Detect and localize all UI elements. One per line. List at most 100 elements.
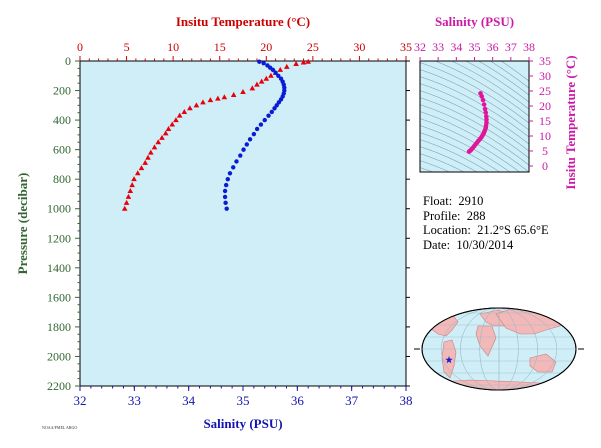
float-value: 2910	[458, 194, 484, 208]
date-line: Date: 10/30/2014	[423, 238, 549, 253]
temp-tick-label: 10	[167, 40, 179, 54]
salinity-point	[244, 142, 250, 147]
temperature-point	[207, 97, 214, 103]
density-contour	[420, 160, 451, 172]
density-contour	[489, 61, 529, 89]
ts-point	[466, 149, 472, 154]
ts-temp-tick-label: 20	[539, 99, 551, 113]
density-contour	[420, 153, 465, 172]
ts-temp-tick-label: 35	[539, 54, 551, 68]
salinity-point	[251, 131, 257, 137]
pressure-tick-label: 400	[53, 113, 71, 127]
temperature-point	[145, 154, 151, 160]
temp-axis-title: Insitu Temperature (°C)	[176, 14, 310, 29]
ts-sal-tick-label: 38	[523, 40, 535, 54]
ts-point	[481, 102, 487, 107]
salinity-point	[222, 188, 228, 194]
location-label: Location:	[423, 223, 471, 237]
ts-sal-tick-label: 33	[432, 40, 444, 54]
ts-sal-tick-label: 34	[450, 40, 462, 54]
salinity-point	[231, 165, 236, 170]
salinity-point	[261, 61, 266, 66]
density-contour	[420, 76, 529, 138]
map-meridian	[440, 308, 558, 390]
ts-diagram: 32 33 34 35 36 37 38 Salinity (PSU) 051015202530…	[414, 14, 578, 190]
salinity-point	[238, 153, 243, 158]
ts-sal-tick-label: 35	[469, 40, 481, 54]
density-contour	[420, 139, 490, 172]
salinity-point	[225, 176, 230, 182]
density-contour	[420, 167, 434, 172]
salinity-point	[223, 182, 229, 188]
density-contour	[500, 61, 529, 82]
salinity-point	[254, 126, 260, 132]
ts-temp-tick-label: 0	[542, 159, 548, 173]
density-contour	[477, 61, 529, 96]
salinity-point	[273, 70, 278, 76]
salinity-point	[241, 147, 246, 152]
temperature-point	[221, 94, 228, 100]
temperature-point	[187, 105, 193, 111]
pressure-tick-label: 200	[53, 84, 71, 98]
sal-tick-label: 36	[291, 393, 305, 408]
temperature-point	[254, 81, 260, 87]
ts-sal-axis-title: Salinity (PSU)	[435, 14, 514, 29]
sal-tick-label: 38	[400, 393, 413, 408]
temperature-point	[305, 58, 311, 64]
salinity-point	[222, 194, 228, 200]
date-value: 10/30/2014	[456, 237, 514, 252]
temperature-point	[300, 59, 307, 65]
ts-temp-tick-label: 25	[539, 84, 551, 98]
density-contour	[420, 125, 511, 172]
density-contour	[420, 69, 529, 131]
pressure-tick-label: 2200	[47, 379, 71, 393]
salinity-point	[223, 200, 228, 206]
temperature-point	[249, 85, 256, 91]
temp-tick-label: 30	[353, 40, 365, 54]
salinity-point	[247, 137, 253, 142]
salinity-point	[227, 171, 233, 176]
temp-tick-label: 0	[77, 40, 83, 54]
sal-axis-title: Salinity (PSU)	[203, 416, 282, 431]
ts-sal-tick-label: 32	[414, 40, 426, 54]
sal-tick-label: 37	[345, 393, 359, 408]
profile-value: 288	[466, 208, 486, 223]
pressure-tick-label: 1400	[47, 261, 71, 275]
temperature-point	[125, 193, 132, 199]
sal-tick-label: 32	[74, 393, 87, 408]
temp-tick-label: 35	[400, 40, 412, 54]
ts-temp-tick-label: 15	[539, 114, 551, 128]
date-label: Date:	[423, 237, 451, 252]
pressure-tick-label: 0	[65, 54, 71, 68]
density-contour	[420, 111, 529, 172]
temperature-point	[155, 139, 162, 145]
footer-credit: NOAA/PMEL ARGO	[42, 425, 78, 430]
temperature-point	[293, 60, 299, 66]
temp-tick-label: 5	[124, 40, 130, 54]
ts-point	[483, 110, 489, 115]
density-contour	[434, 61, 529, 117]
temp-tick-label: 20	[260, 40, 272, 54]
sal-tick-label: 34	[182, 393, 196, 408]
density-contour	[420, 97, 529, 159]
ts-temp-axis-title: Insitu Temperature (°C)	[563, 55, 578, 189]
temperature-point	[131, 176, 137, 182]
profile-chart: 0 5 10 15 20 25 30 35 Insitu Temperature (°C) 32 3…	[15, 14, 413, 431]
temperature-point	[162, 130, 169, 136]
ts-temp-tick-label: 10	[539, 129, 551, 143]
density-contour	[420, 132, 501, 172]
temperature-point	[176, 112, 183, 118]
salinity-point	[258, 122, 264, 127]
pressure-tick-label: 1200	[47, 231, 71, 245]
location-line: Location: 21.2°S 65.6°E	[423, 223, 549, 238]
salinity-point	[276, 73, 281, 78]
temperature-point	[138, 165, 145, 171]
salinity-point	[269, 109, 274, 115]
ts-sal-tick-label: 36	[487, 40, 499, 54]
pressure-tick-label: 1800	[47, 320, 71, 334]
pressure-axis-title: Pressure (decibar)	[15, 173, 30, 275]
density-contour	[465, 61, 529, 103]
pressure-tick-label: 1600	[47, 290, 71, 304]
temperature-point	[129, 182, 135, 188]
map-meridian	[460, 308, 538, 390]
